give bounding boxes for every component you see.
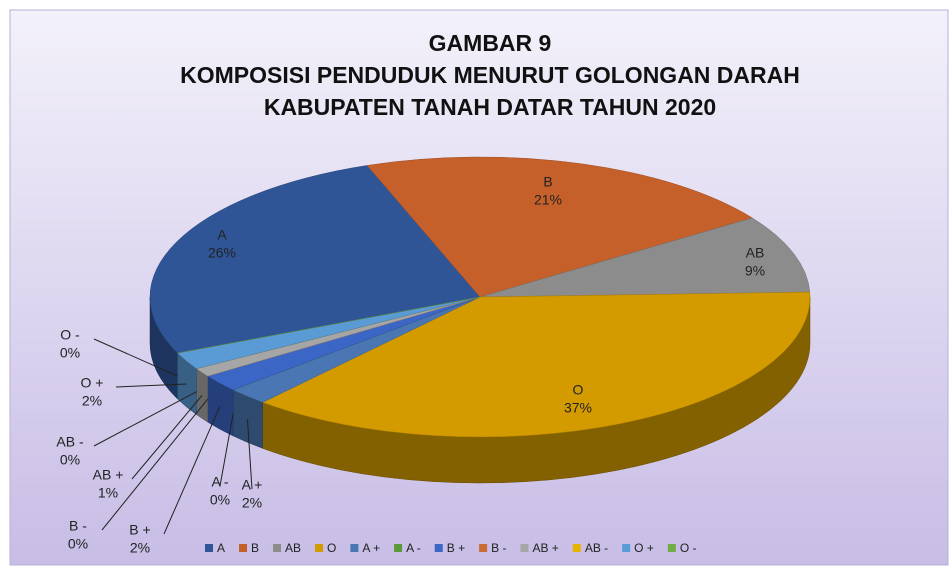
- leader-line: [115, 383, 187, 388]
- data-label-category: AB: [746, 245, 765, 261]
- pie-slice-side: [196, 368, 208, 423]
- legend-label: A -: [406, 541, 421, 555]
- data-label-value: 0%: [210, 492, 230, 508]
- legend-label: O: [327, 541, 336, 555]
- data-label-category: O: [573, 382, 584, 398]
- pie-slice: [149, 165, 481, 354]
- legend-label: AB: [285, 541, 301, 555]
- data-label-value: 37%: [564, 400, 592, 416]
- legend-label: O -: [680, 541, 697, 555]
- legend-label: A: [217, 541, 225, 555]
- legend-label: B -: [491, 541, 506, 555]
- data-label-category: A: [217, 227, 227, 243]
- pie-slice: [366, 156, 753, 298]
- leader-line: [163, 405, 221, 535]
- chart-title: KABUPATEN TANAH DATAR TAHUN 2020: [264, 94, 716, 120]
- legend-swatch: [273, 544, 282, 552]
- legend-swatch: [239, 544, 248, 552]
- legend-label: AB -: [585, 541, 608, 555]
- legend-swatch: [520, 544, 529, 552]
- chart-title: GAMBAR 9: [429, 30, 552, 56]
- data-label-category: O +: [81, 375, 104, 391]
- data-label-category: A -: [211, 474, 228, 490]
- data-label-category: AB -: [56, 434, 84, 450]
- leader-line: [93, 338, 178, 377]
- chart-title: KOMPOSISI PENDUDUK MENURUT GOLONGAN DARA…: [180, 62, 800, 88]
- legend-swatch: [434, 544, 443, 552]
- pie-slice: [261, 291, 811, 438]
- legend-swatch: [667, 544, 676, 552]
- legend-label: B +: [447, 541, 465, 555]
- legend-swatch: [479, 544, 488, 552]
- pie-tops: [149, 156, 811, 438]
- pie-slice: [479, 217, 811, 298]
- legend-label: A +: [362, 541, 380, 555]
- data-label-category: AB +: [93, 467, 124, 483]
- legend-label: AB +: [532, 541, 558, 555]
- legend-swatch: [205, 544, 213, 552]
- legend-label: B: [251, 541, 259, 555]
- leader-line: [246, 419, 253, 490]
- data-label-value: 2%: [242, 495, 262, 511]
- data-label-value: 1%: [98, 485, 118, 501]
- data-label-value: 0%: [60, 452, 80, 468]
- data-label-value: 9%: [745, 263, 765, 279]
- data-label-value: 0%: [68, 536, 88, 552]
- data-label-category: O -: [60, 327, 80, 343]
- data-label-category: B +: [129, 522, 150, 538]
- leader-line: [93, 391, 197, 447]
- data-label-category: B: [543, 174, 552, 190]
- legend-swatch: [394, 544, 403, 552]
- leader-line: [131, 395, 203, 480]
- data-label-value: 2%: [130, 540, 150, 556]
- data-label-category: A +: [242, 477, 263, 493]
- legend-swatch: [350, 544, 359, 552]
- leader-line: [219, 412, 234, 487]
- data-label-value: 21%: [534, 192, 562, 208]
- data-label-value: 2%: [82, 393, 102, 409]
- data-label-value: 26%: [208, 245, 236, 261]
- data-label-value: 0%: [60, 345, 80, 361]
- legend-swatch: [622, 544, 631, 552]
- legend-label: O +: [634, 541, 654, 555]
- legend-swatch: [315, 544, 324, 552]
- leader-line: [101, 398, 209, 531]
- legend-swatch: [572, 544, 581, 552]
- data-label-category: B -: [69, 518, 87, 534]
